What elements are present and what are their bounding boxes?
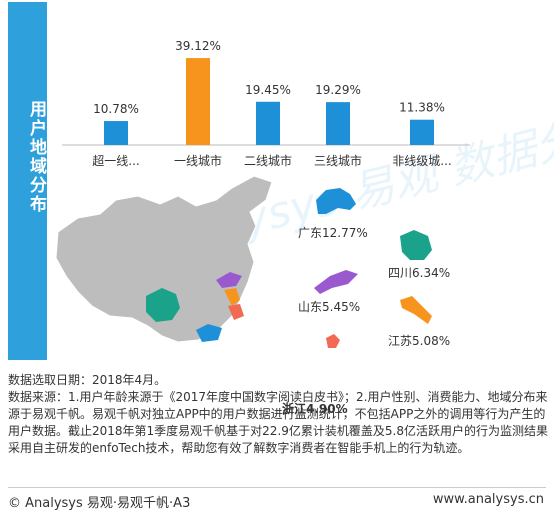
category-label-4: 非线级城...	[392, 154, 451, 168]
province-label-zhejiang: 浙江4.90%	[282, 402, 348, 416]
callout-guangdong-shape	[316, 188, 356, 214]
china-map-outline	[55, 175, 273, 343]
province-label-jiangsu: 江苏5.08%	[388, 334, 451, 348]
province-label-shandong: 山东5.45%	[298, 300, 361, 314]
callout-zhejiang-shape	[326, 334, 340, 348]
footer-divider	[8, 487, 546, 488]
callout-shandong-shape	[314, 270, 358, 294]
category-label-2: 二线城市	[244, 153, 292, 168]
note-date: 数据选取日期：2018年4月。	[8, 373, 167, 387]
side-title: 用户地域分布	[26, 100, 46, 214]
province-label-guangdong: 广东12.77%	[298, 226, 368, 240]
map-region-shandong	[216, 272, 242, 288]
callout-sichuan-shape	[400, 230, 432, 260]
bar-value-label-1: 39.12%	[175, 39, 221, 53]
map-region-zhejiang	[228, 304, 244, 320]
bar-2	[256, 101, 280, 145]
footer-url: www.analysys.cn	[432, 492, 544, 507]
bar-value-label-4: 11.38%	[399, 101, 445, 115]
bar-3	[326, 102, 350, 145]
bar-chart: 10.78% 超一线... 39.12% 一线城市 19.45% 二线城市 19.29% 三线…	[62, 39, 470, 168]
map-region-jiangsu	[224, 288, 240, 306]
category-label-1: 一线城市	[174, 153, 222, 168]
category-label-0: 超一线...	[92, 153, 139, 168]
bar-1	[186, 58, 210, 145]
china-map	[55, 175, 432, 348]
side-title-band	[8, 2, 47, 360]
bar-4	[410, 119, 434, 145]
bar-value-label-0: 10.78%	[93, 102, 139, 116]
bar-value-label-3: 19.29%	[315, 83, 361, 97]
map-region-guangdong	[196, 324, 222, 342]
note-source: 数据来源：1.用户年龄来源于《2017年度中国数字阅读白皮书》；2.用户性别、消…	[8, 390, 548, 455]
callout-jiangsu-shape	[400, 296, 432, 324]
map-region-sichuan	[146, 288, 180, 322]
bar-value-label-2: 19.45%	[245, 83, 291, 97]
province-label-sichuan: 四川6.34%	[388, 266, 451, 280]
footer-brand: © Analysys 易观·易观千帆·A3	[8, 496, 191, 511]
bar-0	[104, 121, 128, 145]
category-label-3: 三线城市	[314, 153, 362, 168]
